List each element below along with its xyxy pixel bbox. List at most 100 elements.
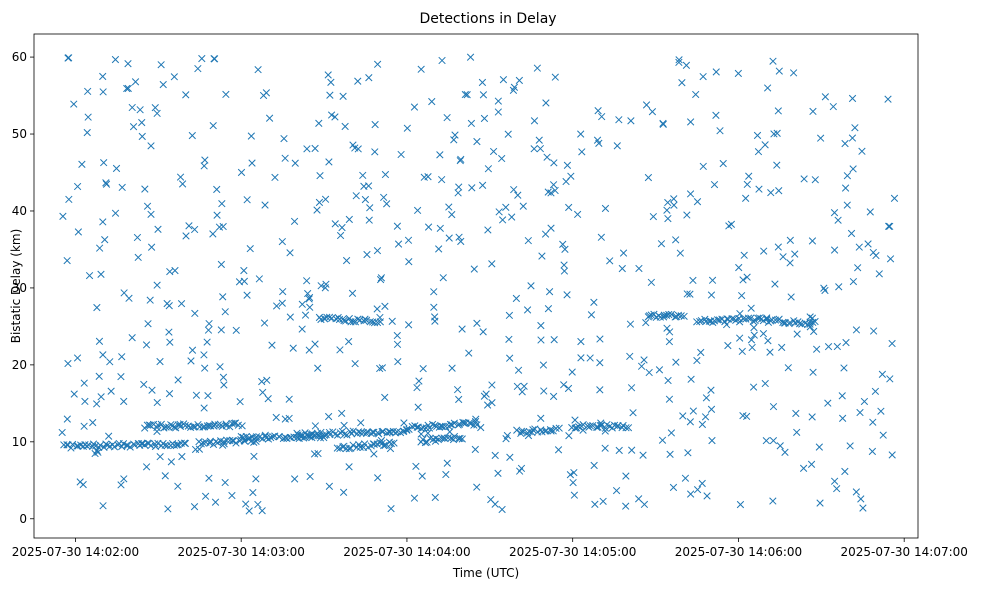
detection-point	[122, 441, 131, 449]
detection-point	[809, 368, 817, 376]
detection-point	[370, 440, 378, 448]
detection-point	[619, 249, 628, 257]
detection-point	[590, 461, 598, 470]
detection-point	[428, 97, 436, 106]
detection-point	[356, 429, 365, 437]
detection-point	[230, 419, 238, 428]
detection-point	[305, 293, 314, 302]
detection-point	[341, 122, 349, 131]
detection-point	[424, 223, 433, 231]
detection-point	[470, 421, 478, 429]
detection-point	[736, 309, 744, 318]
detection-point	[290, 475, 299, 483]
detection-point	[181, 439, 189, 448]
detection-point	[628, 446, 636, 454]
detection-point	[339, 488, 348, 496]
detection-point	[182, 232, 190, 240]
detection-point	[387, 505, 395, 513]
detection-point	[250, 452, 258, 461]
detection-point	[622, 424, 630, 432]
detection-point	[570, 491, 579, 499]
detection-point	[240, 266, 248, 275]
detection-point	[379, 427, 387, 436]
detection-point	[325, 158, 333, 166]
detection-point	[321, 284, 329, 292]
detection-point	[357, 419, 365, 427]
detection-point	[491, 451, 499, 460]
detection-point	[791, 250, 799, 258]
detection-point	[728, 315, 736, 323]
detection-point	[683, 290, 691, 298]
detection-point	[519, 202, 527, 210]
detection-point	[494, 469, 502, 477]
detection-point	[394, 357, 402, 366]
detection-point	[236, 397, 244, 406]
detection-point	[70, 390, 78, 398]
detection-point	[885, 222, 893, 230]
detection-point	[846, 442, 854, 450]
detection-point	[597, 233, 606, 241]
detection-point	[439, 274, 447, 282]
detection-point	[371, 120, 379, 129]
detection-point	[254, 500, 262, 509]
detection-point	[278, 237, 286, 246]
detection-point	[520, 427, 528, 436]
detection-point	[538, 252, 546, 260]
detection-point	[869, 418, 877, 426]
detection-point	[445, 234, 453, 242]
detection-point	[549, 392, 558, 401]
detection-point	[176, 420, 184, 429]
detection-point	[495, 208, 503, 216]
detection-point	[535, 136, 543, 144]
detection-point	[719, 159, 727, 168]
detection-point	[738, 291, 746, 300]
detection-point	[142, 341, 151, 349]
detection-point	[586, 354, 594, 362]
detection-point	[559, 240, 567, 248]
detection-point	[138, 118, 146, 127]
detection-point	[672, 358, 680, 366]
detection-point	[178, 180, 187, 188]
detection-point	[524, 431, 533, 440]
detection-point	[696, 317, 704, 326]
detection-point	[249, 488, 257, 497]
detection-point	[596, 359, 604, 367]
detection-point	[216, 363, 224, 371]
detection-point	[871, 387, 880, 396]
detection-point	[537, 414, 545, 422]
detection-point	[480, 114, 489, 123]
detection-point	[315, 198, 324, 207]
detection-point	[261, 431, 269, 439]
detection-point	[549, 181, 558, 189]
detection-point	[438, 56, 446, 65]
detection-point	[806, 323, 814, 331]
detection-point	[164, 505, 172, 513]
detection-point	[590, 298, 598, 306]
detection-point	[708, 276, 717, 284]
detection-point	[629, 409, 637, 417]
detection-point	[340, 421, 348, 430]
detection-point	[80, 379, 88, 387]
detection-point	[232, 326, 240, 335]
detection-point	[306, 472, 314, 481]
detection-point	[774, 107, 782, 115]
detection-point	[117, 372, 125, 381]
detection-point	[565, 432, 573, 440]
detection-point	[167, 458, 176, 466]
detection-point	[771, 280, 779, 288]
detection-point	[336, 346, 344, 354]
detection-point	[314, 364, 322, 372]
detection-point	[125, 294, 133, 302]
detection-point	[816, 134, 825, 142]
detection-point	[784, 364, 792, 372]
detection-point	[370, 450, 378, 458]
detection-point	[762, 437, 770, 445]
detection-point	[123, 84, 131, 93]
detection-point	[354, 315, 362, 323]
detection-point	[712, 68, 720, 76]
detection-point	[340, 430, 349, 439]
detection-point	[820, 284, 828, 292]
plot-frame	[33, 33, 919, 539]
detection-point	[821, 93, 830, 101]
detection-point	[707, 386, 715, 394]
